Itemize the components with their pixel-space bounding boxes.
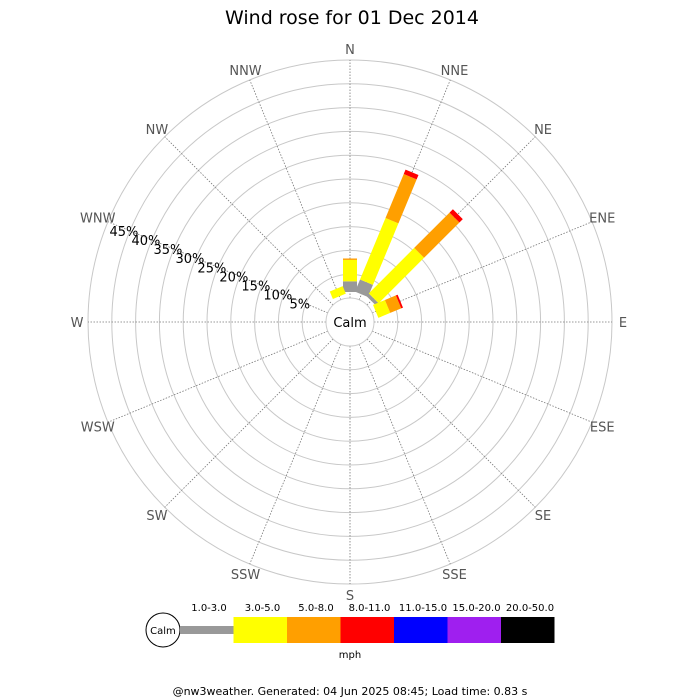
percent-tick-labels: 5%10%15%20%25%30%35%40%45% [109,225,310,313]
percent-tick-label: 5% [290,298,311,313]
legend-swatch-3 [340,617,394,643]
bar-segment-nnw-1 [329,286,346,299]
legend-unit: mph [339,650,361,661]
legend-bin-label-0: 1.0-3.0 [191,603,226,614]
direction-label-nne: NNE [441,64,469,79]
grid-spoke [164,338,334,508]
direction-label-sw: SW [146,509,167,524]
direction-label-nnw: NNW [229,64,261,79]
chart-title: Wind rose for 01 Dec 2014 [225,7,479,29]
direction-label-ssw: SSW [231,568,261,583]
bar-segment-nne-2 [385,174,417,224]
percent-tick-label: 10% [263,289,292,304]
grid-spoke [372,330,593,423]
grid-spoke [372,221,593,314]
grid-ring [206,178,494,466]
direction-labels: N NNE NE ENE E ESE SE SSE S SSW SW WSW W WNW NW NNW [71,43,628,604]
footer-text: @nw3weather. Generated: 04 Jun 2025 08:4… [173,685,528,698]
grid-spoke [249,79,342,300]
grid-ring [158,130,542,514]
bar-segment-ene-2 [384,295,402,313]
radial-grid [87,59,613,585]
grid-spoke [358,344,451,565]
direction-label-ne: NE [534,123,552,138]
bar-segment-ne-3 [449,209,463,223]
bar-segment-n-1 [343,259,357,282]
grid-ring [277,249,423,395]
bar-nnw [329,286,346,299]
bar-segment-ene-1 [373,299,391,318]
legend-swatch-5 [447,617,501,643]
legend-bin-label-5: 15.0-20.0 [452,603,500,614]
speed-legend: Calm 1.0-3.0 3.0-5.0 5.0-8.0 8.0-11.0 11.0-1… [145,603,555,661]
bar-segment-n-0 [343,281,357,292]
direction-label-ese: ESE [590,420,615,435]
percent-tick-label: 25% [197,261,226,276]
grid-spoke [107,221,328,314]
bar-segment-n-2 [343,258,357,260]
legend-swatch-6 [501,617,555,643]
direction-label-wnw: WNW [80,212,116,227]
legend-swatch-1 [233,617,287,643]
bar-n [343,258,357,292]
percent-tick-label: 20% [219,270,248,285]
bar-segment-ne-0 [366,293,379,306]
direction-label-w: W [71,316,84,331]
bar-segment-nne-1 [360,217,399,285]
direction-label-nw: NW [146,123,169,138]
bar-segment-ene-3 [395,294,403,309]
bar-ene [373,294,403,318]
grid-spoke [107,330,328,423]
calm-center: Calm [325,297,375,347]
percent-tick-label: 35% [153,243,182,258]
grid-ring [230,202,470,442]
bar-nne [355,169,419,297]
calm-label: Calm [333,316,366,331]
legend-bin-label-3: 8.0-11.0 [349,603,391,614]
legend-bin-label-6: 20.0-50.0 [506,603,554,614]
legend-calm-label: Calm [150,626,176,637]
direction-label-se: SE [535,509,551,524]
percent-tick-label: 45% [109,225,138,240]
legend-swatch-0 [180,626,234,634]
bar-segment-nne-3 [403,169,419,180]
legend-swatch-2 [287,617,341,643]
grid-spoke [366,338,536,508]
grid-spoke [249,344,342,565]
grid-ring [254,226,446,418]
percent-tick-label: 15% [241,279,270,294]
legend-swatch-4 [394,617,448,643]
legend-bin-label-2: 5.0-8.0 [298,603,333,614]
wind-bars [329,169,463,318]
bar-ne [366,209,463,306]
grid-ring [182,154,518,490]
percent-tick-label: 30% [175,252,204,267]
direction-label-sse: SSE [442,568,467,583]
bar-segment-ne-1 [368,247,425,304]
bar-segment-ne-2 [414,212,460,258]
direction-label-wsw: WSW [81,420,115,435]
percent-tick-label: 40% [131,234,160,249]
grid-spoke [164,136,334,306]
bar-segment-nne-0 [355,279,373,297]
legend-bin-label-4: 11.0-15.0 [399,603,447,614]
direction-label-s: S [346,589,354,604]
direction-label-e: E [619,316,627,331]
legend-bin-label-1: 3.0-5.0 [245,603,280,614]
direction-label-n: N [345,43,355,58]
direction-label-ene: ENE [589,212,615,227]
